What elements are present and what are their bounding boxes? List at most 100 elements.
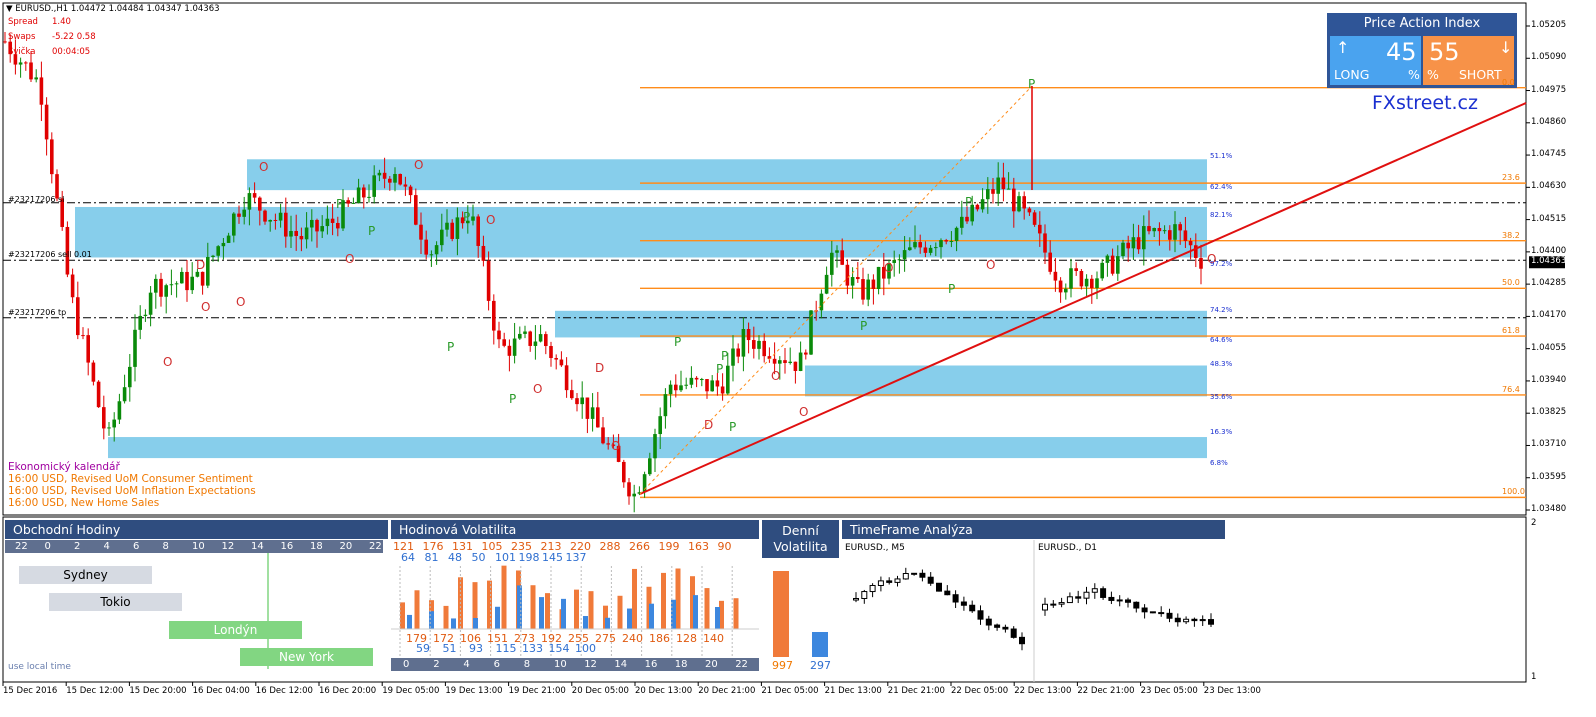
price-axis-label: 1.04745 <box>1531 149 1567 160</box>
candle-body <box>351 202 356 204</box>
fibo-percent-label: 62.4% <box>1210 182 1233 191</box>
price-axis-label: 1.05205 <box>1531 20 1567 30</box>
hour-volatility-bar <box>414 590 420 629</box>
candle-body <box>663 394 668 417</box>
candle-body <box>450 222 454 239</box>
hour-volatility-blue-bar <box>495 606 500 629</box>
candle-body <box>835 250 839 253</box>
candle-body <box>362 187 366 198</box>
candle-body <box>96 381 101 408</box>
candle-body <box>975 204 980 210</box>
volatility-top-orange: 220 <box>570 540 591 553</box>
calendar-event[interactable]: 16:00 USD, Revised UoM Inflation Expecta… <box>8 485 256 497</box>
session-london[interactable]: Londýn <box>169 621 302 639</box>
mini-candle-body <box>1125 599 1131 603</box>
candle-body <box>346 200 350 204</box>
mini-candle-body <box>1141 607 1148 613</box>
candle-body <box>616 445 621 462</box>
candle-body <box>507 345 512 356</box>
hour-volatility-blue-bar <box>671 599 676 629</box>
volatility-bottom-orange: 275 <box>595 632 616 645</box>
candle-body <box>772 358 777 364</box>
pattern-letter: O <box>259 160 268 174</box>
volatility-top-orange: 288 <box>599 540 621 553</box>
time-axis-label: 20 Dec 21:00 <box>698 686 756 696</box>
pattern-letter: P <box>721 349 728 363</box>
time-axis-label: 20 Dec 13:00 <box>635 686 693 696</box>
candle-body <box>570 390 574 399</box>
volatility-bottom-orange: 106 <box>460 632 481 645</box>
fibo-percent-label: 74.2% <box>1210 306 1233 315</box>
dropdown-triangle-icon[interactable]: ▼ <box>6 4 13 14</box>
hour-volatility-blue-bar <box>561 598 566 629</box>
candle-body <box>232 213 236 236</box>
hourly-ruler-label: 2 <box>433 659 440 670</box>
price-axis-label: 1.03825 <box>1531 407 1567 418</box>
pattern-letter: O <box>533 382 542 396</box>
candle-body <box>1194 245 1198 259</box>
hour-volatility-bar <box>588 591 594 629</box>
hour-volatility-blue-bar <box>649 603 654 629</box>
candle-body <box>1027 208 1032 213</box>
candle-body <box>159 278 163 297</box>
candle-body <box>596 407 600 428</box>
mini-candle-body <box>1208 619 1214 625</box>
mini-candle-body <box>1058 602 1065 605</box>
candle-body <box>497 330 501 340</box>
pattern-letter: O <box>771 369 780 383</box>
mini-candle-body <box>1166 612 1173 619</box>
session-new-york[interactable]: New York <box>240 648 373 666</box>
mini-candle-body <box>1042 603 1048 611</box>
candle-body <box>310 219 314 228</box>
volatility-top-orange: 176 <box>422 540 444 553</box>
daily-volatility-bar-orange <box>773 571 789 657</box>
price-axis-label: 1.04055 <box>1531 342 1567 353</box>
arrow-up-icon: ↑ <box>1336 38 1350 57</box>
candle-body <box>8 41 12 55</box>
candle-body <box>1178 224 1182 231</box>
candle-body <box>580 397 584 405</box>
candle-body <box>668 384 673 395</box>
calendar-event[interactable]: 16:00 USD, New Home Sales <box>8 497 160 509</box>
hour-volatility-blue-bar <box>407 614 412 629</box>
calendar-event[interactable]: 16:00 USD, Revised UoM Consumer Sentimen… <box>8 473 253 485</box>
volatility-top-blue: 48 <box>448 551 462 564</box>
candle-body <box>965 216 969 222</box>
fibo-percent-label: 51.1% <box>1210 151 1233 160</box>
candle-body <box>341 200 345 229</box>
hourly-volatility-title: Hodinová Volatilita <box>391 520 759 539</box>
candle-body <box>1012 188 1016 212</box>
candle-body <box>1152 227 1156 232</box>
candle-body <box>424 239 428 255</box>
session-sydney[interactable]: Sydney <box>19 566 152 584</box>
time-axis-label: 21 Dec 05:00 <box>761 686 819 696</box>
pattern-letter: O <box>486 213 495 227</box>
volatility-top-blue: 50 <box>471 551 486 564</box>
candle-body <box>793 361 798 372</box>
time-axis-label: 22 Dec 13:00 <box>1014 686 1072 696</box>
time-axis-label: 16 Dec 20:00 <box>319 686 377 696</box>
candle-body <box>70 274 75 298</box>
use-local-time-link[interactable]: use local time <box>8 662 71 672</box>
trading-hours-title: Obchodní Hodiny <box>5 520 388 539</box>
session-tokio[interactable]: Tokio <box>49 593 182 611</box>
trading-hours-ruler-label: 16 <box>280 541 294 552</box>
candle-body <box>783 360 787 364</box>
mini-candle-body <box>927 576 934 584</box>
candle-body <box>928 247 933 253</box>
candle-body <box>840 250 844 265</box>
candle-body <box>1188 240 1193 246</box>
candle-body <box>882 266 886 279</box>
mini-candle-body <box>969 604 976 612</box>
candle-body <box>367 196 371 198</box>
mini-candle-body <box>985 618 992 626</box>
candle-body <box>330 218 335 223</box>
price-action-index-widget[interactable]: Price Action Index ↑ 45 LONG % 55 ↓ % SH… <box>1327 13 1517 88</box>
volatility-top-orange: 213 <box>540 540 562 553</box>
candle-body <box>76 297 80 336</box>
pattern-letter: O <box>1207 252 1216 266</box>
brand-logo[interactable]: FXstreet.cz <box>1372 92 1478 114</box>
volatility-bottom-orange: 179 <box>406 632 427 645</box>
candle-body <box>304 227 309 240</box>
